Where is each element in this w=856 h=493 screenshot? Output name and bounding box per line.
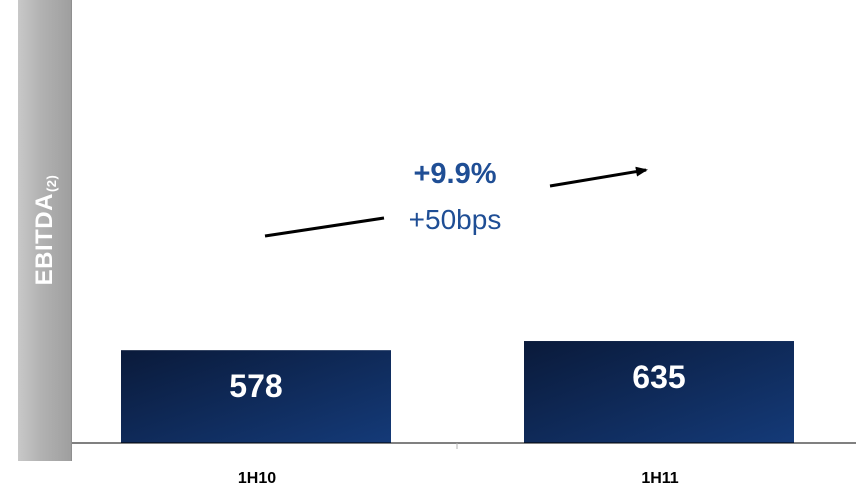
data-label-1h10: 578 [229,368,282,404]
x-tick-label-1h11: 1H11 [641,470,678,487]
data-label-1h11: 635 [632,359,685,395]
axis-layer [72,442,856,449]
growth-annotation: +9.9% [413,158,497,190]
bar-1h10 [121,350,391,443]
y-axis-label-panel: EBITDA(2) [18,0,72,461]
bar-1h11 [524,341,794,443]
bars-layer [121,341,794,443]
trend-arrow [549,166,648,188]
margin-annotation: +50bps [408,204,502,235]
data-labels-layer: 578 1H10 635 1H11 [229,359,685,487]
trend-line [264,216,385,238]
x-tick-label-1h10: 1H10 [238,470,276,487]
